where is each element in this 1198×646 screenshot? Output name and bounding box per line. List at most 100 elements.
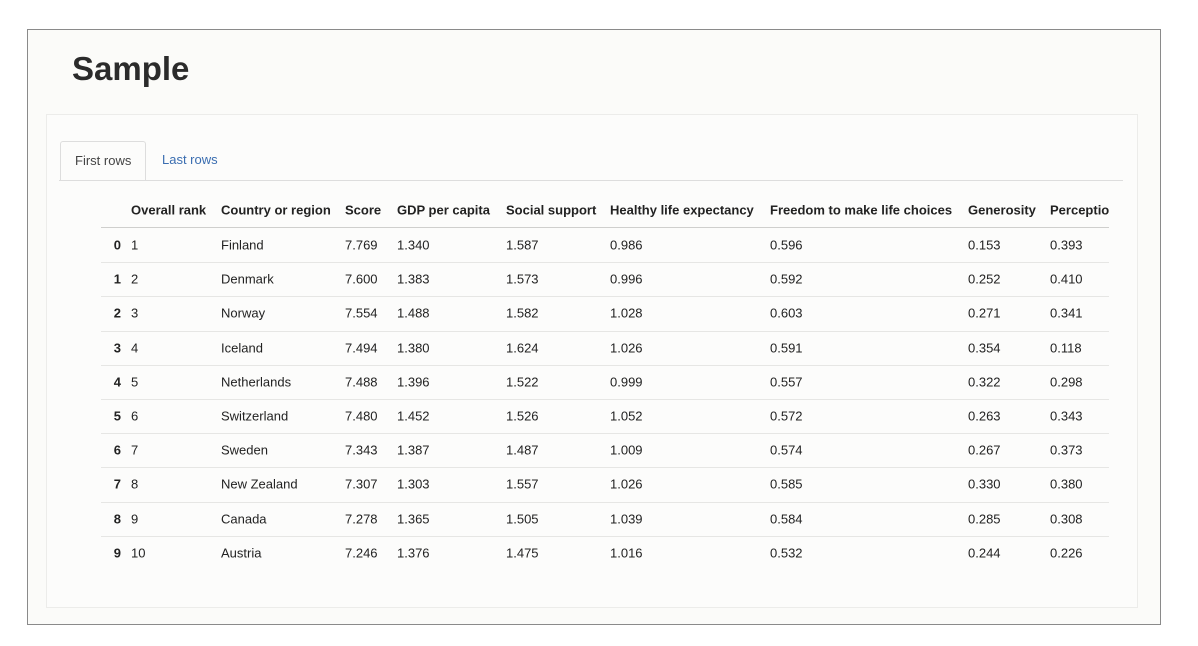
table-cell: 0.118 — [1050, 340, 1082, 356]
table-cell: 8 — [131, 476, 139, 492]
row-rule — [101, 262, 1109, 264]
row-index: 6 — [113, 442, 121, 458]
table-cell: 0.532 — [770, 545, 803, 561]
table-cell: 7.246 — [345, 545, 378, 561]
table-cell: 7.554 — [345, 305, 378, 321]
card: First rows Last rows Overall rank Country… — [46, 114, 1138, 608]
row-index: 9 — [113, 545, 121, 561]
table-cell: 7.278 — [345, 511, 378, 527]
table-cell: 4 — [131, 340, 139, 356]
table-cell: 1.505 — [506, 511, 539, 527]
column-header: Perceptio — [1050, 202, 1109, 218]
table-cell: Austria — [221, 545, 262, 561]
row-rule — [101, 330, 1109, 332]
table-cell: 1.452 — [397, 408, 430, 424]
tab[interactable]: Last rows — [162, 152, 218, 167]
table-cell: 0.380 — [1050, 476, 1083, 492]
row-index: 1 — [113, 271, 121, 287]
table-cell: 0.996 — [610, 271, 643, 287]
table-cell: 7.488 — [345, 374, 378, 390]
row-rule — [101, 535, 1109, 537]
table-cell: Switzerland — [221, 408, 289, 424]
table-cell: 0.343 — [1050, 408, 1083, 424]
table-cell: 1.009 — [610, 442, 643, 458]
table-cell: 1.573 — [506, 271, 539, 287]
table-cell: 0.226 — [1050, 545, 1083, 561]
table-cell: 1.340 — [397, 237, 430, 253]
table-cell: 1.587 — [506, 237, 539, 253]
column-header: GDP per capita — [397, 202, 490, 218]
tab-border — [59, 180, 1123, 181]
table-cell: Iceland — [221, 340, 263, 356]
table-cell: 7 — [131, 442, 139, 458]
table-cell: 1.380 — [397, 340, 430, 356]
table-cell: 0.596 — [770, 237, 803, 253]
table-cell: 0.285 — [968, 511, 1001, 527]
table-cell: 1.475 — [506, 545, 539, 561]
column-header: Freedom to make life choices — [770, 202, 953, 218]
column-header: Social support — [506, 202, 597, 218]
table-cell: Canada — [221, 511, 267, 527]
table-cell: 0.557 — [770, 374, 803, 390]
table-cell: Netherlands — [221, 374, 292, 390]
table-cell: 0.393 — [1050, 237, 1083, 253]
table-cell: 0.252 — [968, 271, 1001, 287]
table-cell: 0.298 — [1050, 374, 1083, 390]
column-header: Healthy life expectancy — [610, 202, 754, 218]
row-index: 4 — [113, 374, 121, 390]
table-cell: 0.244 — [968, 545, 1001, 561]
frame: Sample First rows Last rows Overall rank… — [27, 29, 1161, 625]
row-index: 5 — [113, 408, 121, 424]
table-cell: 3 — [131, 305, 139, 321]
table-cell: Finland — [221, 237, 264, 253]
table-cell: 7.307 — [345, 476, 378, 492]
table-cell: 1.365 — [397, 511, 430, 527]
page-title: Sample — [72, 50, 190, 87]
row-rule — [101, 296, 1109, 298]
table-cell: 9 — [131, 511, 139, 527]
table-cell: 0.585 — [770, 476, 803, 492]
table-cell: 10 — [131, 545, 146, 561]
table-cell: 1.303 — [397, 476, 430, 492]
table-cell: 1.039 — [610, 511, 643, 527]
table-cell: 1.383 — [397, 271, 430, 287]
table-cell: 0.572 — [770, 408, 803, 424]
row-rule — [101, 467, 1109, 469]
table-cell: 0.267 — [968, 442, 1001, 458]
table-cell: 0.584 — [770, 511, 803, 527]
table-cell: 1.557 — [506, 476, 539, 492]
table-cell: 0.308 — [1050, 511, 1083, 527]
table-cell: Denmark — [221, 271, 274, 287]
table-cell: Norway — [221, 305, 266, 321]
table-cell: 0.153 — [968, 237, 1001, 253]
row-index: 3 — [113, 340, 121, 356]
column-header: Score — [345, 202, 382, 218]
table-cell: 0.410 — [1050, 271, 1083, 287]
column-header: Country or region — [221, 202, 331, 218]
table-cell: 0.592 — [770, 271, 803, 287]
table-cell: Sweden — [221, 442, 268, 458]
table-cell: 6 — [131, 408, 139, 424]
table-cell: 1.522 — [506, 374, 539, 390]
table-cell: New Zealand — [221, 476, 298, 492]
table-cell: 0.574 — [770, 442, 803, 458]
header-rule — [101, 227, 1109, 228]
column-header: Overall rank — [131, 202, 207, 218]
row-rule — [101, 398, 1109, 400]
tab-active[interactable]: First rows — [60, 141, 147, 181]
row-index: 8 — [113, 511, 121, 527]
table-cell: 0.330 — [968, 476, 1001, 492]
row-rule — [101, 501, 1109, 503]
table-cell: 1.016 — [610, 545, 643, 561]
table-cell: 1.526 — [506, 408, 539, 424]
table-cell: 1.026 — [610, 476, 643, 492]
row-rule — [101, 433, 1109, 435]
table-cell: 7.494 — [345, 340, 378, 356]
table-cell: 0.354 — [968, 340, 1001, 356]
column-header: Generosity — [968, 202, 1036, 218]
table-cell: 1.387 — [397, 442, 430, 458]
table-cell: 7.343 — [345, 442, 378, 458]
table-cell: 0.263 — [968, 408, 1001, 424]
row-index: 0 — [113, 237, 121, 253]
